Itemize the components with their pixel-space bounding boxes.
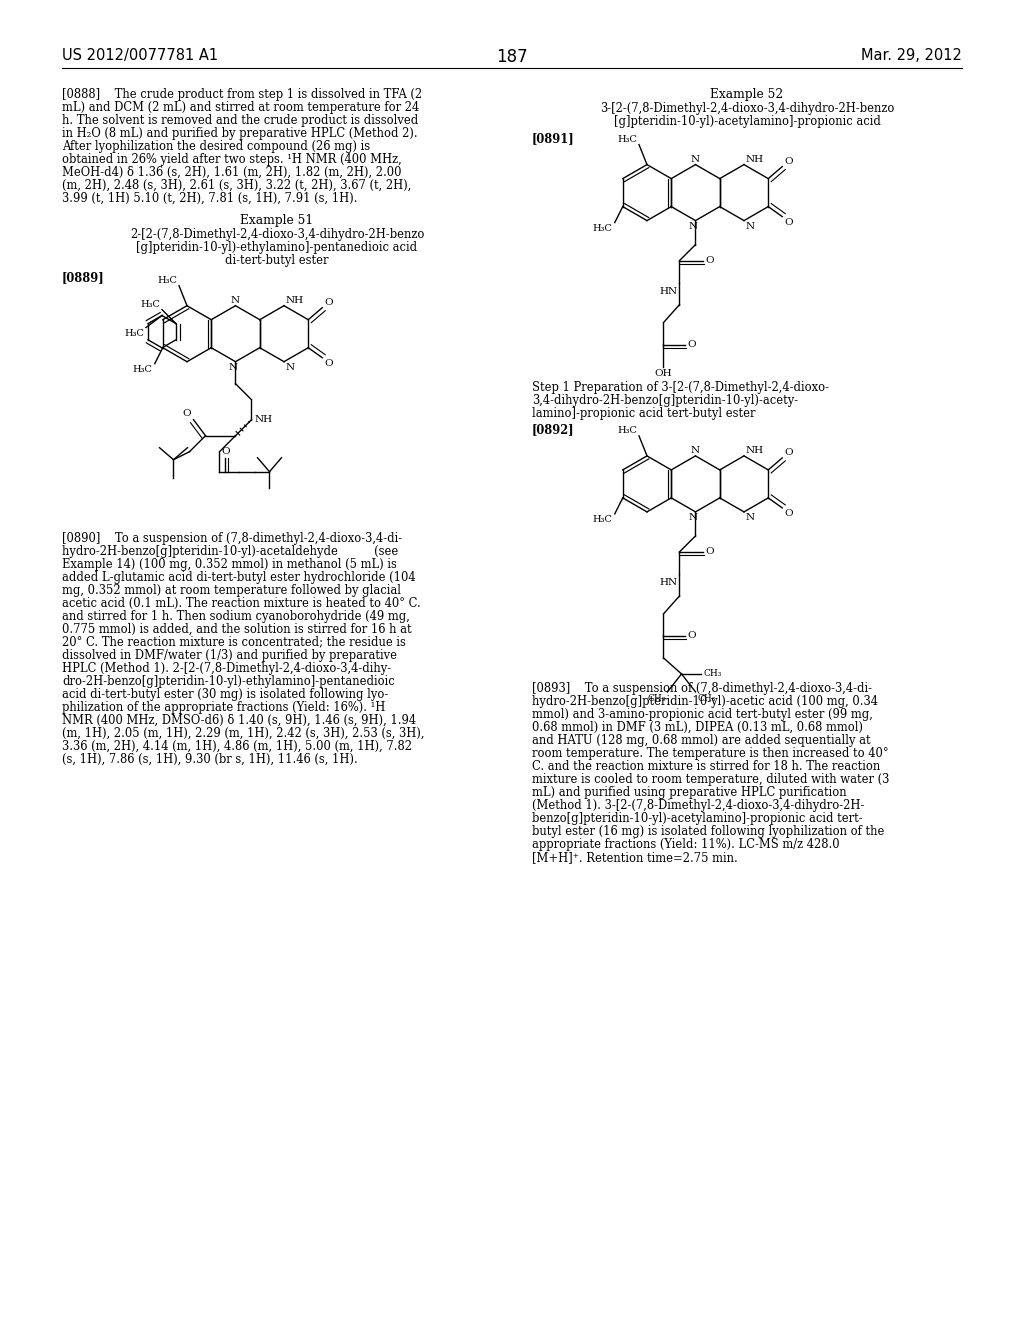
Text: NH: NH — [746, 446, 764, 455]
Text: O: O — [784, 218, 793, 227]
Text: obtained in 26% yield after two steps. ¹H NMR (400 MHz,: obtained in 26% yield after two steps. ¹… — [62, 153, 401, 166]
Text: N: N — [691, 446, 700, 455]
Text: HN: HN — [659, 286, 678, 296]
Text: [0888]    The crude product from step 1 is dissolved in TFA (2: [0888] The crude product from step 1 is … — [62, 88, 422, 102]
Text: N: N — [689, 222, 698, 231]
Text: NH: NH — [746, 154, 764, 164]
Text: [0890]    To a suspension of (7,8-dimethyl-2,4-dioxo-3,4-di-: [0890] To a suspension of (7,8-dimethyl-… — [62, 532, 402, 545]
Text: and HATU (128 mg, 0.68 mmol) are added sequentially at: and HATU (128 mg, 0.68 mmol) are added s… — [532, 734, 870, 747]
Text: O: O — [183, 409, 191, 417]
Text: [g]pteridin-10-yl)-acetylamino]-propionic acid: [g]pteridin-10-yl)-acetylamino]-propioni… — [613, 115, 881, 128]
Text: mg, 0.352 mmol) at room temperature followed by glacial: mg, 0.352 mmol) at room temperature foll… — [62, 583, 401, 597]
Text: CH₃: CH₃ — [703, 669, 722, 678]
Text: Mar. 29, 2012: Mar. 29, 2012 — [861, 48, 962, 63]
Text: Example 14) (100 mg, 0.352 mmol) in methanol (5 mL) is: Example 14) (100 mg, 0.352 mmol) in meth… — [62, 557, 397, 570]
Text: H₃C: H₃C — [593, 515, 612, 524]
Text: H₃C: H₃C — [593, 223, 612, 232]
Text: appropriate fractions (Yield: 11%). LC-MS m/z 428.0: appropriate fractions (Yield: 11%). LC-M… — [532, 838, 840, 851]
Text: in H₂O (8 mL) and purified by preparative HPLC (Method 2).: in H₂O (8 mL) and purified by preparativ… — [62, 127, 418, 140]
Text: mL) and DCM (2 mL) and stirred at room temperature for 24: mL) and DCM (2 mL) and stirred at room t… — [62, 102, 419, 114]
Text: CH₃: CH₃ — [647, 694, 666, 702]
Text: H₃C: H₃C — [617, 135, 637, 144]
Text: O: O — [784, 447, 793, 457]
Text: O: O — [784, 510, 793, 517]
Text: C. and the reaction mixture is stirred for 18 h. The reaction: C. and the reaction mixture is stirred f… — [532, 760, 881, 774]
Text: 3.36 (m, 2H), 4.14 (m, 1H), 4.86 (m, 1H), 5.00 (m, 1H), 7.82: 3.36 (m, 2H), 4.14 (m, 1H), 4.86 (m, 1H)… — [62, 739, 412, 752]
Text: O: O — [687, 631, 696, 640]
Text: H₃C: H₃C — [157, 276, 177, 285]
Text: (m, 1H), 2.05 (m, 1H), 2.29 (m, 1H), 2.42 (s, 3H), 2.53 (s, 3H),: (m, 1H), 2.05 (m, 1H), 2.29 (m, 1H), 2.4… — [62, 727, 425, 739]
Text: [M+H]⁺. Retention time=2.75 min.: [M+H]⁺. Retention time=2.75 min. — [532, 851, 737, 863]
Text: Example 51: Example 51 — [241, 214, 313, 227]
Text: [0889]: [0889] — [62, 272, 104, 284]
Text: H₃C: H₃C — [124, 329, 144, 338]
Text: hydro-2H-benzo[g]pteridin-10-yl)-acetic acid (100 mg, 0.34: hydro-2H-benzo[g]pteridin-10-yl)-acetic … — [532, 694, 878, 708]
Text: 0.68 mmol) in DMF (3 mL), DIPEA (0.13 mL, 0.68 mmol): 0.68 mmol) in DMF (3 mL), DIPEA (0.13 mL… — [532, 721, 863, 734]
Text: and stirred for 1 h. Then sodium cyanoborohydride (49 mg,: and stirred for 1 h. Then sodium cyanobo… — [62, 610, 410, 623]
Text: h. The solvent is removed and the crude product is dissolved: h. The solvent is removed and the crude … — [62, 114, 418, 127]
Text: N: N — [746, 513, 755, 521]
Text: N: N — [691, 154, 700, 164]
Text: After lyophilization the desired compound (26 mg) is: After lyophilization the desired compoun… — [62, 140, 370, 153]
Text: HN: HN — [659, 578, 678, 587]
Text: 187: 187 — [497, 48, 527, 66]
Text: acid di-tert-butyl ester (30 mg) is isolated following lyo-: acid di-tert-butyl ester (30 mg) is isol… — [62, 688, 388, 701]
Text: di-tert-butyl ester: di-tert-butyl ester — [225, 255, 329, 268]
Text: [g]pteridin-10-yl)-ethylamino]-pentanedioic acid: [g]pteridin-10-yl)-ethylamino]-pentanedi… — [136, 242, 418, 255]
Text: NH: NH — [255, 416, 272, 424]
Text: 3,4-dihydro-2H-benzo[g]pteridin-10-yl)-acety-: 3,4-dihydro-2H-benzo[g]pteridin-10-yl)-a… — [532, 393, 798, 407]
Text: room temperature. The temperature is then increased to 40°: room temperature. The temperature is the… — [532, 747, 889, 760]
Text: NMR (400 MHz, DMSO-d6) δ 1.40 (s, 9H), 1.46 (s, 9H), 1.94: NMR (400 MHz, DMSO-d6) δ 1.40 (s, 9H), 1… — [62, 714, 416, 727]
Text: (Method 1). 3-[2-(7,8-Dimethyl-2,4-dioxo-3,4-dihydro-2H-: (Method 1). 3-[2-(7,8-Dimethyl-2,4-dioxo… — [532, 799, 864, 812]
Text: 0.775 mmol) is added, and the solution is stirred for 16 h at: 0.775 mmol) is added, and the solution i… — [62, 623, 412, 636]
Text: O: O — [706, 548, 714, 557]
Text: Step 1 Preparation of 3-[2-(7,8-Dimethyl-2,4-dioxo-: Step 1 Preparation of 3-[2-(7,8-Dimethyl… — [532, 380, 829, 393]
Text: O: O — [325, 298, 333, 306]
Text: Example 52: Example 52 — [711, 88, 783, 102]
Text: CH₃: CH₃ — [697, 694, 716, 702]
Text: dissolved in DMF/water (1/3) and purified by preparative: dissolved in DMF/water (1/3) and purifie… — [62, 648, 397, 661]
Text: lamino]-propionic acid tert-butyl ester: lamino]-propionic acid tert-butyl ester — [532, 407, 756, 420]
Text: MeOH-d4) δ 1.36 (s, 2H), 1.61 (m, 2H), 1.82 (m, 2H), 2.00: MeOH-d4) δ 1.36 (s, 2H), 1.61 (m, 2H), 1… — [62, 166, 401, 180]
Text: H₃C: H₃C — [140, 300, 160, 309]
Text: 3.99 (t, 1H) 5.10 (t, 2H), 7.81 (s, 1H), 7.91 (s, 1H).: 3.99 (t, 1H) 5.10 (t, 2H), 7.81 (s, 1H),… — [62, 191, 357, 205]
Text: O: O — [221, 446, 229, 455]
Text: mmol) and 3-amino-propionic acid tert-butyl ester (99 mg,: mmol) and 3-amino-propionic acid tert-bu… — [532, 708, 872, 721]
Text: 20° C. The reaction mixture is concentrated; the residue is: 20° C. The reaction mixture is concentra… — [62, 636, 406, 648]
Text: (m, 2H), 2.48 (s, 3H), 2.61 (s, 3H), 3.22 (t, 2H), 3.67 (t, 2H),: (m, 2H), 2.48 (s, 3H), 2.61 (s, 3H), 3.2… — [62, 180, 412, 191]
Text: (s, 1H), 7.86 (s, 1H), 9.30 (br s, 1H), 11.46 (s, 1H).: (s, 1H), 7.86 (s, 1H), 9.30 (br s, 1H), … — [62, 752, 357, 766]
Text: mixture is cooled to room temperature, diluted with water (3: mixture is cooled to room temperature, d… — [532, 774, 890, 785]
Text: O: O — [784, 157, 793, 165]
Text: dro-2H-benzo[g]pteridin-10-yl)-ethylamino]-pentanedioic: dro-2H-benzo[g]pteridin-10-yl)-ethylamin… — [62, 675, 394, 688]
Text: N: N — [746, 222, 755, 231]
Text: H₃C: H₃C — [617, 426, 637, 434]
Text: 2-[2-(7,8-Dimethyl-2,4-dioxo-3,4-dihydro-2H-benzo: 2-[2-(7,8-Dimethyl-2,4-dioxo-3,4-dihydro… — [130, 228, 424, 242]
Text: N: N — [229, 363, 238, 372]
Text: [0891]: [0891] — [532, 132, 574, 145]
Text: O: O — [325, 359, 333, 368]
Text: N: N — [689, 513, 698, 521]
Text: OH: OH — [654, 368, 673, 378]
Text: acetic acid (0.1 mL). The reaction mixture is heated to 40° C.: acetic acid (0.1 mL). The reaction mixtu… — [62, 597, 421, 610]
Text: H₃C: H₃C — [133, 364, 153, 374]
Text: [0893]    To a suspension of (7,8-dimethyl-2,4-dioxo-3,4-di-: [0893] To a suspension of (7,8-dimethyl-… — [532, 682, 872, 694]
Text: N: N — [231, 296, 240, 305]
Text: added L-glutamic acid di-tert-butyl ester hydrochloride (104: added L-glutamic acid di-tert-butyl este… — [62, 570, 416, 583]
Text: HPLC (Method 1). 2-[2-(7,8-Dimethyl-2,4-dioxo-3,4-dihy-: HPLC (Method 1). 2-[2-(7,8-Dimethyl-2,4-… — [62, 661, 391, 675]
Text: [0892]: [0892] — [532, 424, 574, 437]
Text: NH: NH — [286, 296, 304, 305]
Text: philization of the appropriate fractions (Yield: 16%). ¹H: philization of the appropriate fractions… — [62, 701, 385, 714]
Text: O: O — [706, 256, 714, 265]
Text: hydro-2H-benzo[g]pteridin-10-yl)-acetaldehyde          (see: hydro-2H-benzo[g]pteridin-10-yl)-acetald… — [62, 545, 398, 557]
Text: mL) and purified using preparative HPLC purification: mL) and purified using preparative HPLC … — [532, 785, 847, 799]
Text: benzo[g]pteridin-10-yl)-acetylamino]-propionic acid tert-: benzo[g]pteridin-10-yl)-acetylamino]-pro… — [532, 812, 862, 825]
Text: N: N — [286, 363, 295, 372]
Text: butyl ester (16 mg) is isolated following lyophilization of the: butyl ester (16 mg) is isolated followin… — [532, 825, 885, 838]
Text: US 2012/0077781 A1: US 2012/0077781 A1 — [62, 48, 218, 63]
Text: 3-[2-(7,8-Dimethyl-2,4-dioxo-3,4-dihydro-2H-benzo: 3-[2-(7,8-Dimethyl-2,4-dioxo-3,4-dihydro… — [600, 103, 894, 115]
Text: O: O — [687, 341, 696, 348]
